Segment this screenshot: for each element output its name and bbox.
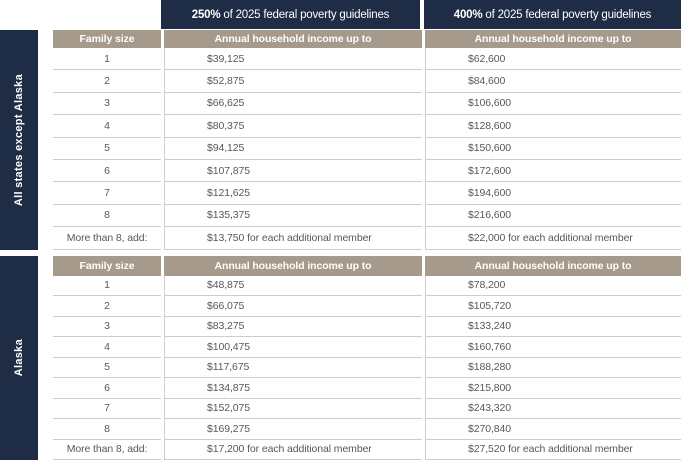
family-size-cell: More than 8, add:	[53, 227, 161, 250]
income-value-cell: $117,675	[164, 357, 422, 379]
region-label: All states except Alaska	[13, 73, 25, 206]
column-header-family-size: Family size	[53, 30, 161, 48]
income-value-cell: $216,600	[425, 204, 681, 228]
income-value-cell: $66,075	[164, 296, 422, 317]
family-size-cell: 7	[53, 398, 161, 420]
income-value-cell: $84,600	[425, 70, 681, 93]
income-value-cell: $106,600	[425, 92, 681, 116]
income-table-all-states-except-alaska: Family size Annual household income up to…	[53, 30, 681, 250]
income-table-alaska: Family size Annual household income up to…	[53, 255, 681, 461]
table-row: 1 $39,125 $62,600	[53, 48, 681, 71]
income-value-cell: $105,720	[425, 296, 681, 317]
column-header-income: Annual household income up to	[425, 255, 681, 276]
income-value-cell: $194,600	[425, 182, 681, 205]
income-value-cell: $80,375	[164, 115, 422, 138]
family-size-cell: 4	[53, 337, 161, 358]
table-row: 8 $135,375 $216,600	[53, 204, 681, 228]
income-value-cell: $188,280	[425, 357, 681, 379]
income-value-cell: $27,520 for each additional member	[425, 439, 681, 461]
header-400-percent-value: 400%	[453, 8, 483, 21]
region-label: Alaska	[13, 339, 25, 377]
column-header-income: Annual household income up to	[164, 30, 422, 48]
header-250-percent-value: 250%	[191, 8, 221, 21]
family-size-cell: 3	[53, 316, 161, 338]
column-header-family-size: Family size	[53, 255, 161, 276]
family-size-cell: 8	[53, 419, 161, 440]
table-row: 6 $107,875 $172,600	[53, 159, 681, 183]
column-header-income: Annual household income up to	[164, 255, 422, 276]
family-size-cell: 1	[53, 48, 161, 71]
income-value-cell: $39,125	[164, 48, 422, 71]
income-value-cell: $22,000 for each additional member	[425, 227, 681, 250]
income-value-cell: $121,625	[164, 182, 422, 205]
header-400-percent-caption: of 2025 federal poverty guidelines	[482, 8, 652, 21]
income-value-cell: $150,600	[425, 137, 681, 160]
table-row: More than 8, add: $13,750 for each additi…	[53, 227, 681, 250]
income-value-cell: $52,875	[164, 70, 422, 93]
income-value-cell: $215,800	[425, 378, 681, 399]
table-section-alaska: Alaska Family size Annual household incom…	[0, 255, 681, 461]
family-size-cell: 1	[53, 275, 161, 297]
header-250-percent: 250% of 2025 federal poverty guidelines	[161, 0, 420, 29]
table-row: 5 $94,125 $150,600	[53, 137, 681, 160]
table-row: 1 $48,875 $78,200	[53, 275, 681, 297]
poverty-guideline-group-headers: 250% of 2025 federal poverty guidelines …	[161, 0, 681, 29]
table-row: 5 $117,675 $188,280	[53, 357, 681, 379]
family-size-cell: 7	[53, 182, 161, 205]
table-row: 2 $52,875 $84,600	[53, 70, 681, 93]
income-value-cell: $135,375	[164, 204, 422, 228]
family-size-cell: 5	[53, 137, 161, 160]
sidebar-table-gap	[38, 30, 53, 250]
income-value-cell: $62,600	[425, 48, 681, 71]
header-250-percent-caption: of 2025 federal poverty guidelines	[220, 8, 390, 21]
header-400-percent: 400% of 2025 federal poverty guidelines	[424, 0, 681, 29]
family-size-cell: 5	[53, 357, 161, 379]
income-value-cell: $172,600	[425, 159, 681, 183]
family-size-cell: 6	[53, 378, 161, 399]
region-sidebar-all-states-except-alaska: All states except Alaska	[0, 30, 38, 250]
income-value-cell: $100,475	[164, 337, 422, 358]
income-value-cell: $160,760	[425, 337, 681, 358]
income-value-cell: $17,200 for each additional member	[164, 439, 422, 461]
table-row: 3 $83,275 $133,240	[53, 316, 681, 338]
income-value-cell: $48,875	[164, 275, 422, 297]
family-size-cell: 2	[53, 70, 161, 93]
family-size-cell: 6	[53, 159, 161, 183]
table-row: 4 $80,375 $128,600	[53, 115, 681, 138]
family-size-cell: 2	[53, 296, 161, 317]
income-value-cell: $243,320	[425, 398, 681, 420]
table-section-all-states-except-alaska: All states except Alaska Family size Annu…	[0, 30, 681, 250]
family-size-cell: More than 8, add:	[53, 439, 161, 461]
sidebar-table-gap	[38, 256, 53, 461]
table-column-headers: Family size Annual household income up to…	[53, 30, 681, 48]
table-row: 4 $100,475 $160,760	[53, 337, 681, 358]
income-value-cell: $107,875	[164, 159, 422, 183]
income-value-cell: $270,840	[425, 419, 681, 440]
income-value-cell: $152,075	[164, 398, 422, 420]
family-size-cell: 8	[53, 204, 161, 228]
income-value-cell: $78,200	[425, 275, 681, 297]
income-value-cell: $133,240	[425, 316, 681, 338]
income-value-cell: $134,875	[164, 378, 422, 399]
table-row: 2 $66,075 $105,720	[53, 296, 681, 317]
table-row: 8 $169,275 $270,840	[53, 419, 681, 440]
table-column-headers: Family size Annual household income up to…	[53, 255, 681, 276]
income-value-cell: $128,600	[425, 115, 681, 138]
family-size-cell: 3	[53, 92, 161, 116]
income-value-cell: $94,125	[164, 137, 422, 160]
table-row: 7 $152,075 $243,320	[53, 398, 681, 420]
table-row: 3 $66,625 $106,600	[53, 92, 681, 116]
table-row: More than 8, add: $17,200 for each additi…	[53, 439, 681, 461]
family-size-cell: 4	[53, 115, 161, 138]
table-row: 6 $134,875 $215,800	[53, 378, 681, 399]
table-row: 7 $121,625 $194,600	[53, 182, 681, 205]
region-sidebar-alaska: Alaska	[0, 255, 38, 461]
income-value-cell: $66,625	[164, 92, 422, 116]
column-header-income: Annual household income up to	[425, 30, 681, 48]
income-value-cell: $83,275	[164, 316, 422, 338]
income-value-cell: $13,750 for each additional member	[164, 227, 422, 250]
income-value-cell: $169,275	[164, 419, 422, 440]
